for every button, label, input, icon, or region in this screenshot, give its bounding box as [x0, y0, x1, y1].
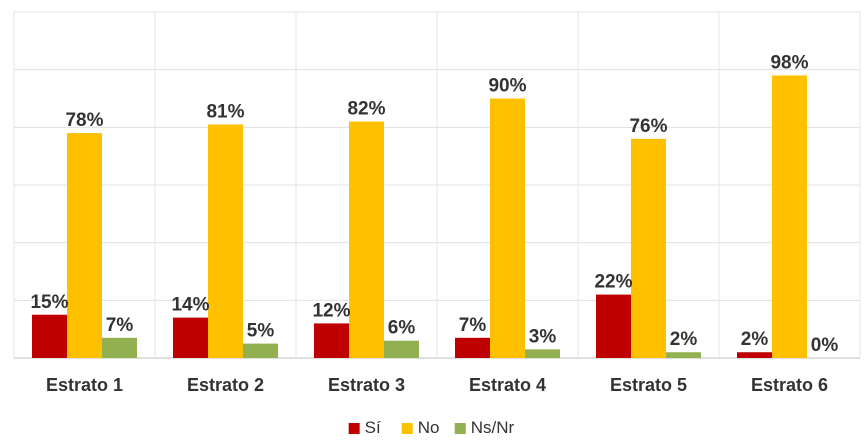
data-label: 78% [65, 110, 103, 131]
data-label: 22% [594, 272, 632, 293]
grid-layer [13, 11, 861, 359]
data-label: 2% [741, 329, 769, 350]
x-tick-label: Estrato 2 [187, 375, 264, 395]
data-label: 90% [488, 76, 526, 97]
legend-swatch [401, 423, 413, 434]
data-label: 15% [30, 292, 68, 313]
legend-swatch [454, 423, 466, 434]
bar [737, 352, 772, 358]
bar [349, 121, 384, 358]
bar [772, 75, 807, 358]
bar [384, 340, 419, 358]
bar [208, 124, 243, 358]
data-label: 82% [347, 99, 385, 120]
legend-label: Sí [365, 418, 381, 437]
legend-swatch [348, 423, 360, 434]
bar [314, 323, 349, 358]
legend-label: Ns/Nr [471, 418, 515, 437]
data-label: 98% [770, 52, 808, 73]
bar [243, 343, 278, 358]
data-label: 0% [811, 335, 839, 356]
legend-label: No [418, 418, 440, 437]
data-label: 81% [206, 101, 244, 122]
x-tick-label: Estrato 6 [751, 375, 828, 395]
bar [102, 337, 137, 358]
x-tick-label: Estrato 3 [328, 375, 405, 395]
data-label: 14% [171, 295, 209, 316]
data-label: 5% [247, 321, 275, 342]
bar [666, 352, 701, 358]
data-label: 6% [388, 318, 416, 339]
bar [67, 133, 102, 358]
data-label: 7% [106, 315, 134, 336]
data-label: 76% [629, 116, 667, 137]
data-label-layer: 15% 78% 7% 14% 81% 5% 12% 82% 6% 7% 90% 3% 22% 76% 2% 2… [30, 52, 838, 356]
x-tick-label: Estrato 4 [469, 375, 546, 395]
bar [455, 337, 490, 358]
bar [525, 349, 560, 358]
bar [596, 294, 631, 358]
data-label: 3% [529, 326, 557, 347]
x-tick-label: Estrato 5 [610, 375, 687, 395]
bar [631, 138, 666, 358]
x-tick-label: Estrato 1 [46, 375, 123, 395]
bar [490, 98, 525, 358]
bar [173, 317, 208, 358]
x-axis: Estrato 1 Estrato 2 Estrato 3 Estrato 4 Estr… [46, 375, 828, 395]
legend: Sí No Ns/Nr [348, 418, 515, 437]
data-label: 7% [459, 315, 487, 336]
data-label: 2% [670, 329, 698, 350]
bar-layer [32, 75, 807, 358]
data-label: 12% [312, 300, 350, 321]
bar [32, 314, 67, 358]
